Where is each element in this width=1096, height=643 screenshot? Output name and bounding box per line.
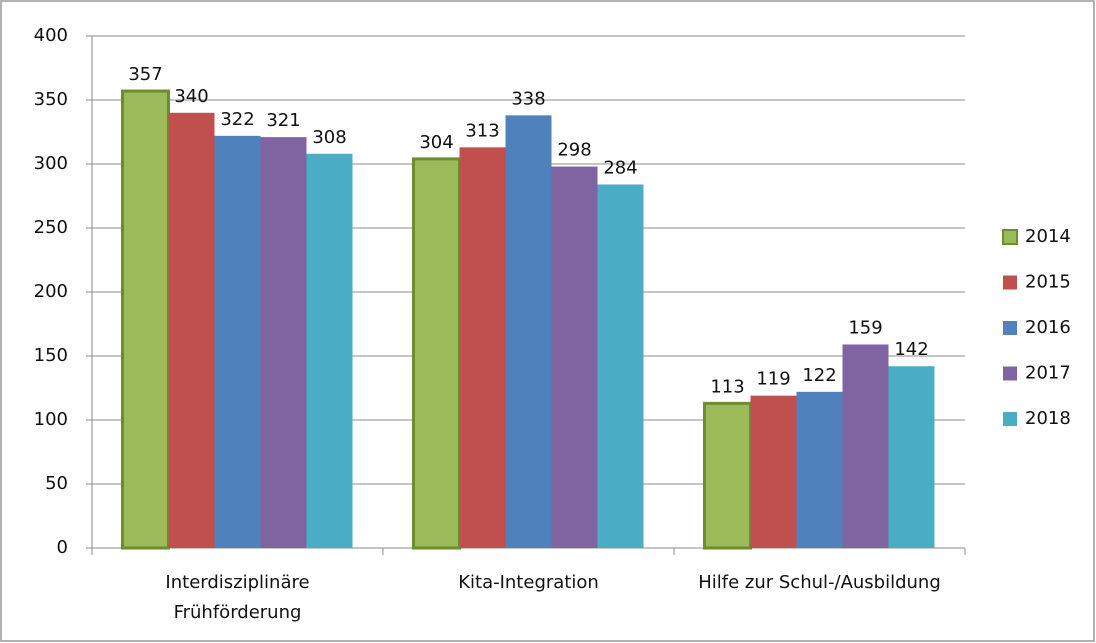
x-tick-label: Interdisziplinäre Frühförderung xyxy=(165,572,310,623)
value-label: 357 xyxy=(128,64,162,85)
value-label: 340 xyxy=(174,86,208,107)
bar xyxy=(306,153,353,548)
y-tick-label: 200 xyxy=(34,281,68,302)
value-label: 298 xyxy=(557,140,591,161)
x-tick-label: Hilfe zur Schul-/Ausbildung xyxy=(698,572,941,593)
legend-swatch xyxy=(1003,412,1017,426)
y-tick-label: 0 xyxy=(57,537,68,558)
bar xyxy=(888,366,935,548)
bar xyxy=(260,137,307,548)
value-label: 308 xyxy=(312,127,346,148)
legend-swatch xyxy=(1003,321,1017,335)
value-label: 284 xyxy=(603,157,637,178)
legend-swatch xyxy=(1003,275,1017,290)
value-label: 304 xyxy=(419,132,453,153)
legend-label: 2016 xyxy=(1025,317,1071,338)
x-tick-label: Kita-Integration xyxy=(458,572,599,593)
y-tick-label: 100 xyxy=(34,409,68,430)
bar xyxy=(459,147,506,549)
legend-label: 2015 xyxy=(1025,272,1071,293)
value-label: 313 xyxy=(465,120,499,141)
bar xyxy=(597,184,644,549)
y-tick-label: 50 xyxy=(45,473,68,494)
value-label: 122 xyxy=(802,365,836,386)
legend-label: 2018 xyxy=(1025,408,1071,429)
legend-label: 2014 xyxy=(1025,226,1071,247)
value-label: 338 xyxy=(511,88,545,109)
legend-swatch xyxy=(1002,229,1018,245)
y-tick-label: 150 xyxy=(34,345,68,366)
value-label: 321 xyxy=(266,110,300,131)
value-label: 119 xyxy=(756,369,790,390)
bar xyxy=(168,112,215,549)
y-tick-label: 300 xyxy=(34,153,68,174)
bar xyxy=(505,115,552,549)
value-label: 322 xyxy=(220,109,254,130)
y-tick-label: 250 xyxy=(34,217,68,238)
bar xyxy=(750,395,797,548)
bar xyxy=(214,135,261,548)
value-label: 159 xyxy=(848,317,882,338)
bar xyxy=(703,401,752,550)
bar xyxy=(412,157,461,550)
bar xyxy=(842,344,889,548)
bar xyxy=(796,391,843,548)
y-tick-label: 350 xyxy=(34,89,68,110)
legend-swatch xyxy=(1003,366,1017,381)
bar xyxy=(551,166,598,548)
y-tick-label: 400 xyxy=(34,25,68,46)
legend-label: 2017 xyxy=(1025,363,1071,384)
value-label: 142 xyxy=(894,339,928,360)
value-label: 113 xyxy=(710,376,744,397)
bar xyxy=(121,89,170,550)
